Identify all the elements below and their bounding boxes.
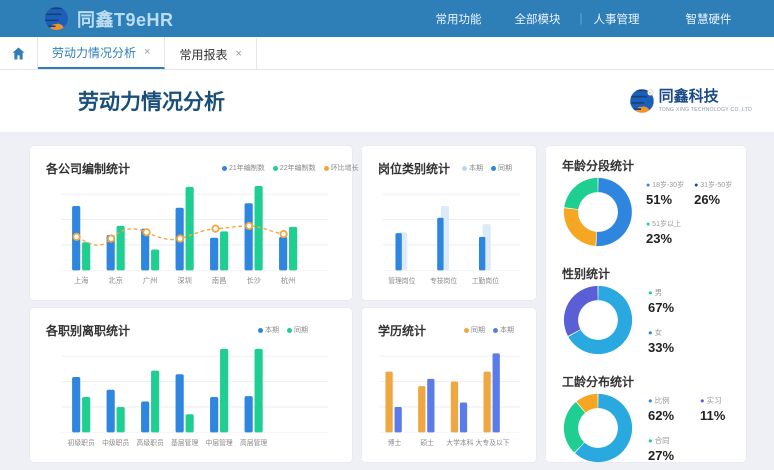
svg-text:杭州: 杭州 (281, 276, 296, 285)
svg-text:南昌: 南昌 (212, 276, 227, 285)
svg-text:高级职员: 高级职员 (137, 438, 164, 447)
svg-text:博士: 博士 (388, 438, 402, 447)
svg-text:上海: 上海 (74, 276, 89, 285)
svg-text:高层管理: 高层管理 (240, 438, 267, 447)
svg-text:工勤岗位: 工勤岗位 (472, 276, 499, 285)
svg-text:中级职员: 中级职员 (102, 438, 129, 447)
svg-text:北京: 北京 (108, 276, 123, 285)
svg-text:基层管理: 基层管理 (171, 438, 198, 447)
svg-text:深圳: 深圳 (177, 276, 192, 285)
svg-text:中层管理: 中层管理 (206, 438, 233, 447)
svg-text:专技岗位: 专技岗位 (430, 276, 457, 285)
svg-text:管理岗位: 管理岗位 (388, 276, 415, 285)
svg-text:初级职员: 初级职员 (68, 438, 95, 447)
svg-text:长沙: 长沙 (246, 276, 261, 285)
svg-text:大专及以下: 大专及以下 (476, 438, 510, 447)
svg-text:广州: 广州 (143, 276, 158, 285)
svg-text:硕士: 硕士 (420, 438, 434, 447)
svg-text:大学本科: 大学本科 (446, 438, 473, 447)
